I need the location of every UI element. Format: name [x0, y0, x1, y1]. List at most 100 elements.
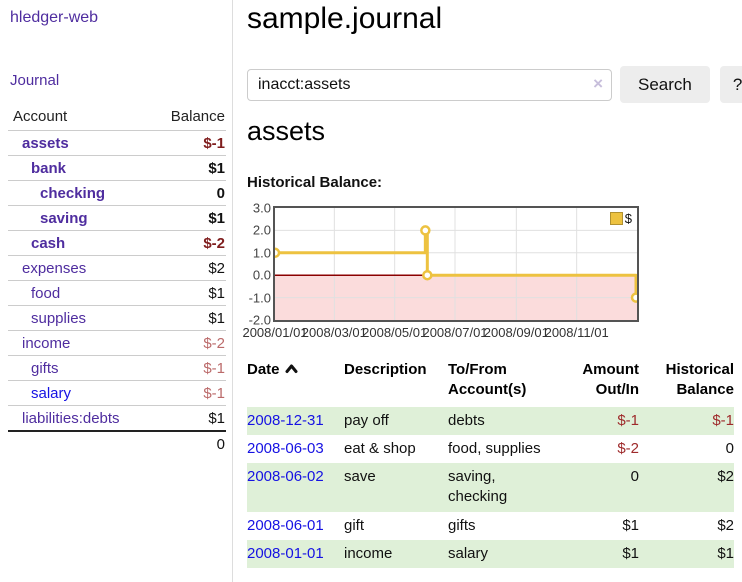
x-axis-tick-label: 2008/11/01	[544, 325, 609, 340]
transaction-accounts: salary	[448, 544, 489, 562]
x-axis-tick-label: 2008/07/01	[422, 325, 488, 340]
main-content: sample.journal × Search ? assets Histori…	[242, 0, 742, 582]
account-balance: 0	[216, 184, 225, 202]
accounts-total-value: 0	[216, 435, 225, 453]
account-row: assets $-1	[8, 130, 226, 156]
transaction-date-link[interactable]: 2008-06-03	[247, 439, 324, 457]
account-row: bank $1	[8, 155, 226, 181]
transaction-row[interactable]: 2008-12-31 pay off debts $-1 $-1	[247, 406, 734, 435]
y-axis-tick-label: 2.0	[252, 222, 271, 238]
transaction-amount: $-2	[617, 439, 639, 457]
account-balance: $2	[208, 259, 225, 277]
account-link[interactable]: saving	[40, 209, 88, 227]
account-row: saving $1	[8, 205, 226, 231]
account-link[interactable]: checking	[40, 184, 106, 202]
account-balance: $-1	[203, 134, 225, 152]
transaction-accounts: food, supplies	[448, 439, 541, 457]
account-row: supplies $1	[8, 305, 226, 331]
account-row: liabilities:debts $1	[8, 405, 226, 432]
account-row: food $1	[8, 280, 226, 306]
register-table: Date Description To/From Account(s) Amou…	[247, 356, 734, 568]
app-title-link[interactable]: hledger-web	[10, 9, 99, 26]
transaction-row[interactable]: 2008-06-01 gift gifts $1 $2	[247, 512, 734, 540]
accounts-column-header: Account	[13, 108, 68, 125]
transaction-balance: $2	[717, 516, 734, 534]
account-row: checking 0	[8, 180, 226, 206]
y-axis-tick-label: 0.0	[252, 267, 271, 283]
transaction-row[interactable]: 2008-06-02 save saving, checking 0 $2	[247, 463, 734, 512]
account-link[interactable]: liabilities:debts	[22, 409, 120, 427]
column-header-balance: Historical Balance	[665, 361, 734, 399]
chart-title: Historical Balance:	[247, 174, 383, 191]
account-row: cash $-2	[8, 230, 226, 256]
historical-balance-chart: 3.0 2.0 1.0 0.0 -1.0 -2.0 $ 2008/01/01 2008/03…	[242, 200, 667, 351]
balance-column-header: Balance	[170, 108, 225, 125]
transaction-balance: $-1	[712, 411, 734, 429]
transaction-description: save	[344, 468, 376, 485]
account-balance: $-2	[203, 234, 225, 252]
transaction-description: pay off	[344, 411, 389, 429]
transaction-description: income	[344, 544, 393, 562]
transaction-balance: $2	[717, 468, 734, 485]
search-form: × Search ?	[247, 66, 742, 103]
chart-legend: $	[609, 211, 632, 226]
account-balance: $1	[208, 409, 225, 427]
transaction-accounts: gifts	[448, 516, 476, 534]
x-axis-tick-label: 2008/09/01	[483, 325, 549, 340]
accounts-rows: assets $-1 bank $1 checking 0 saving $1 …	[8, 130, 226, 432]
transaction-amount: $1	[622, 516, 639, 534]
clear-search-icon[interactable]: ×	[593, 73, 603, 93]
transaction-amount: $-1	[617, 411, 639, 429]
page-title: sample.journal	[247, 2, 443, 35]
account-balance: $-2	[203, 334, 225, 352]
transaction-balance: 0	[725, 439, 734, 457]
account-link[interactable]: food	[31, 284, 61, 302]
sidebar-item-journal[interactable]: Journal	[10, 72, 60, 89]
transaction-amount: $1	[622, 544, 639, 562]
transaction-row[interactable]: 2008-06-03 eat & shop food, supplies $-2…	[247, 435, 734, 463]
transaction-accounts: debts	[448, 411, 485, 429]
legend-label: $	[624, 211, 632, 226]
transaction-date-link[interactable]: 2008-06-01	[247, 516, 324, 534]
accounts-table: Account Balance assets $-1 bank $1 check…	[8, 105, 226, 456]
account-link[interactable]: assets	[22, 134, 69, 152]
account-link[interactable]: gifts	[31, 359, 59, 377]
transaction-date-link[interactable]: 2008-06-02	[247, 468, 324, 485]
x-axis-tick-label: 2008/05/01	[362, 325, 428, 340]
transaction-date-link[interactable]: 2008-12-31	[247, 411, 324, 429]
column-header-date[interactable]: Date	[247, 356, 344, 407]
account-balance: $1	[208, 284, 225, 302]
register-header-row: Date Description To/From Account(s) Amou…	[247, 356, 734, 407]
account-link[interactable]: expenses	[22, 259, 87, 277]
transaction-date-link[interactable]: 2008-01-01	[247, 544, 324, 562]
transaction-description: eat & shop	[344, 439, 416, 457]
transaction-balance: $1	[717, 544, 734, 562]
help-button[interactable]: ?	[719, 66, 742, 103]
account-balance: $-1	[203, 384, 225, 402]
x-axis-tick-label: 2008/03/01	[301, 325, 367, 340]
account-link[interactable]: salary	[31, 384, 72, 402]
y-axis-tick-label: 1.0	[252, 245, 271, 261]
account-link[interactable]: income	[22, 334, 71, 352]
account-link[interactable]: bank	[31, 159, 67, 177]
account-link[interactable]: cash	[31, 234, 66, 252]
account-link[interactable]: supplies	[31, 309, 87, 327]
transaction-accounts: saving, checking	[448, 468, 508, 506]
account-row: gifts $-1	[8, 355, 226, 381]
column-header-accounts: To/From Account(s)	[448, 361, 527, 399]
balance-chart-plot[interactable]: $	[273, 206, 639, 322]
y-axis-tick-label: 3.0	[252, 200, 271, 216]
register-rows: 2008-12-31 pay off debts $-1 $-1 2008-06…	[247, 406, 734, 568]
account-row: salary $-1	[8, 380, 226, 406]
account-row: income $-2	[8, 330, 226, 356]
accounts-table-header: Account Balance	[8, 105, 226, 131]
transaction-row[interactable]: 2008-01-01 income salary $1 $1	[247, 539, 734, 568]
account-balance: $1	[208, 309, 225, 327]
transaction-amount: 0	[630, 468, 639, 485]
transaction-description: gift	[344, 516, 365, 534]
column-header-description: Description	[344, 361, 427, 378]
account-balance: $1	[208, 209, 225, 227]
sort-ascending-icon	[285, 360, 298, 380]
search-input[interactable]	[247, 68, 612, 101]
search-button[interactable]: Search	[620, 66, 710, 103]
